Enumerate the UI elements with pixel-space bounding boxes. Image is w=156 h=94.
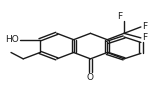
Text: O: O — [87, 73, 94, 82]
Text: F: F — [117, 12, 122, 21]
Text: F: F — [142, 22, 148, 31]
Text: HO: HO — [5, 35, 19, 44]
Text: F: F — [142, 33, 148, 42]
